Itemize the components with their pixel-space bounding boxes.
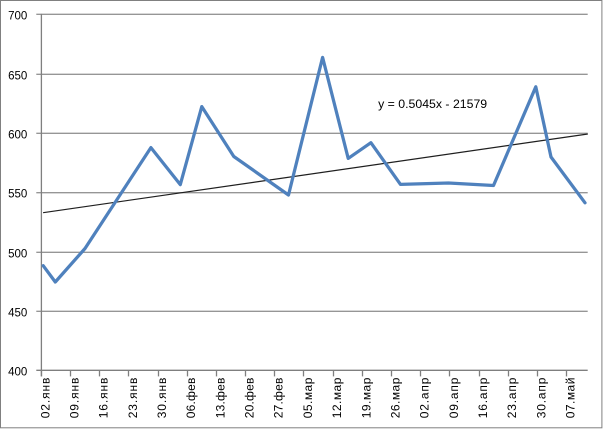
svg-text:700: 700: [8, 11, 27, 23]
svg-text:26.мар: 26.мар: [388, 377, 402, 418]
svg-text:13.фев: 13.фев: [213, 377, 227, 418]
svg-text:09.апр: 09.апр: [447, 377, 461, 419]
svg-text:500: 500: [8, 249, 27, 261]
svg-text:19.мар: 19.мар: [359, 377, 373, 418]
svg-text:600: 600: [8, 130, 27, 142]
svg-text:12.мар: 12.мар: [330, 377, 344, 418]
svg-text:06.фев: 06.фев: [184, 377, 198, 418]
svg-text:450: 450: [8, 308, 27, 320]
svg-text:y = 0.5045x - 21579: y = 0.5045x - 21579: [378, 97, 487, 111]
svg-text:09.янв: 09.янв: [67, 377, 81, 419]
svg-text:16.апр: 16.апр: [476, 377, 490, 419]
svg-text:05.мар: 05.мар: [301, 377, 315, 418]
svg-text:02.янв: 02.янв: [38, 377, 52, 419]
svg-text:30.апр: 30.апр: [534, 377, 548, 419]
svg-text:23.апр: 23.апр: [505, 377, 519, 419]
svg-text:20.фев: 20.фев: [243, 377, 257, 418]
svg-text:07.май: 07.май: [564, 377, 578, 418]
svg-text:30.янв: 30.янв: [155, 377, 169, 419]
svg-text:27.фев: 27.фев: [272, 377, 286, 418]
svg-text:16.янв: 16.янв: [97, 377, 111, 419]
svg-text:23.янв: 23.янв: [126, 377, 140, 419]
svg-text:400: 400: [8, 367, 27, 379]
svg-text:02.апр: 02.апр: [418, 377, 432, 419]
svg-text:650: 650: [8, 71, 27, 83]
svg-text:550: 550: [8, 189, 27, 201]
